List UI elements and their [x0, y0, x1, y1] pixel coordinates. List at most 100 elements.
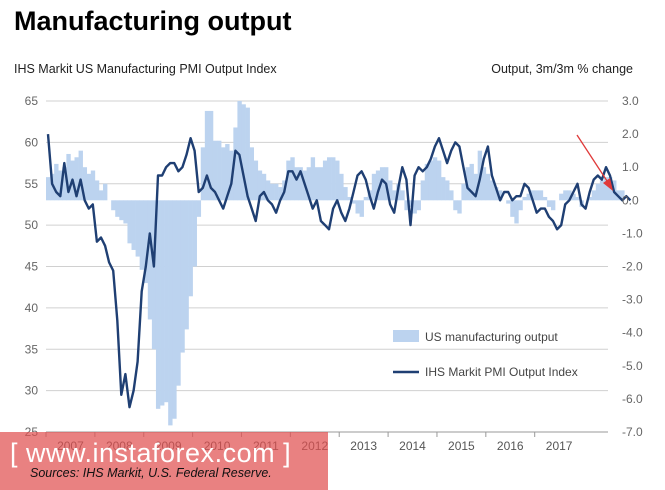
right-tick-label: -4.0 — [622, 326, 643, 340]
output-bar — [559, 193, 564, 201]
left-tick-label: 30 — [25, 384, 39, 398]
output-bar — [164, 200, 169, 403]
output-bar — [233, 127, 238, 201]
output-bar — [542, 196, 548, 201]
output-bar — [50, 173, 55, 201]
output-bar — [335, 160, 340, 201]
output-bar — [66, 153, 71, 201]
left-tick-label: 35 — [25, 342, 39, 356]
x-tick-label: 2015 — [448, 439, 475, 453]
output-bar — [379, 167, 385, 201]
output-bar — [139, 200, 145, 270]
output-bar — [473, 173, 478, 201]
left-tick-label: 65 — [25, 94, 39, 108]
output-bar — [54, 163, 59, 201]
output-bar — [331, 157, 336, 201]
output-bar — [457, 200, 462, 214]
output-bar — [119, 200, 124, 221]
output-bar — [563, 190, 568, 201]
output-bar — [196, 200, 202, 217]
left-axis-ticks: 253035404550556065 — [25, 94, 39, 439]
output-bar — [306, 167, 312, 201]
output-bar — [62, 167, 67, 201]
output-bar — [143, 200, 149, 284]
output-bar — [506, 200, 511, 204]
output-bar — [127, 200, 132, 244]
output-bar — [469, 163, 474, 201]
output-bar — [115, 200, 120, 217]
left-tick-label: 45 — [25, 260, 39, 274]
output-bar — [493, 187, 499, 201]
output-bar — [530, 190, 535, 201]
output-bar — [94, 180, 100, 201]
output-bar — [412, 200, 417, 214]
output-bar — [111, 200, 116, 211]
output-bar — [510, 200, 515, 217]
output-bar — [498, 190, 503, 201]
right-tick-label: 2.0 — [622, 127, 639, 141]
output-bar — [135, 200, 140, 257]
output-bar — [420, 180, 426, 201]
right-tick-label: -2.0 — [622, 260, 643, 274]
x-tick-label: 2014 — [399, 439, 426, 453]
output-bar — [278, 187, 283, 201]
output-bar — [265, 180, 271, 201]
output-bar — [237, 101, 242, 201]
output-bar — [257, 170, 263, 201]
output-bar — [274, 183, 279, 201]
watermark-banner: [ www.instaforex.com ] — [0, 432, 328, 490]
right-tick-label: 3.0 — [622, 94, 639, 108]
output-bar — [327, 157, 332, 201]
legend-label-bars: US manufacturing output — [425, 330, 558, 344]
legend-swatch-bars — [393, 330, 419, 342]
x-tick-label: 2017 — [546, 439, 573, 453]
output-bar — [245, 107, 250, 201]
output-bar — [261, 173, 267, 201]
output-bar — [347, 196, 352, 201]
output-bar — [424, 163, 430, 201]
left-tick-label: 55 — [25, 177, 39, 191]
output-bar — [123, 200, 128, 224]
output-bar — [404, 200, 409, 211]
output-bar — [78, 150, 83, 201]
output-bar — [269, 183, 275, 201]
output-bar — [86, 173, 92, 201]
output-bar — [449, 190, 454, 201]
output-bar — [595, 183, 601, 201]
output-bar — [74, 157, 79, 201]
output-bar — [481, 167, 487, 201]
output-bar — [221, 147, 226, 201]
output-bar — [408, 200, 413, 207]
output-bar — [98, 190, 104, 201]
pmi-line — [46, 134, 632, 409]
output-bar — [286, 160, 291, 201]
output-bar — [168, 200, 173, 426]
right-tick-label: -6.0 — [622, 392, 643, 406]
chart-title: Manufacturing output — [14, 6, 292, 36]
output-bar — [208, 110, 214, 201]
output-bar — [388, 180, 393, 201]
output-bar — [103, 183, 108, 201]
output-bar — [339, 173, 344, 201]
sources-note: Sources: IHS Markit, U.S. Federal Reserv… — [30, 466, 272, 480]
output-bar — [591, 190, 597, 201]
output-bar — [147, 200, 153, 320]
output-bar — [485, 173, 491, 201]
annotation-arrow-line — [576, 134, 610, 185]
output-bar — [599, 180, 605, 201]
output-bar — [538, 190, 544, 201]
output-bar — [160, 200, 165, 406]
output-bar — [392, 190, 397, 201]
output-bar — [400, 190, 405, 201]
arrow-annotation — [576, 134, 613, 191]
output-bar — [131, 200, 136, 250]
output-bar — [249, 147, 254, 201]
output-bar — [176, 200, 181, 386]
output-bar — [375, 170, 381, 201]
output-bar — [253, 160, 259, 201]
output-bar — [453, 200, 458, 211]
output-bar — [294, 167, 299, 201]
x-tick-label: 2013 — [350, 439, 377, 453]
output-bar — [314, 167, 320, 201]
output-bar — [445, 180, 450, 201]
